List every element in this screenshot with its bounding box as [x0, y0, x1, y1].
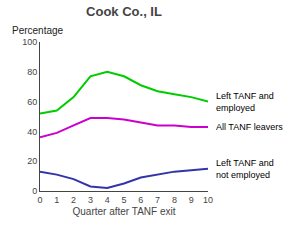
- svg-text:3: 3: [88, 195, 93, 205]
- svg-text:40: 40: [27, 127, 37, 137]
- svg-text:20: 20: [27, 156, 37, 166]
- svg-text:10: 10: [203, 195, 213, 205]
- svg-text:8: 8: [172, 195, 177, 205]
- svg-text:Percentage: Percentage: [12, 25, 64, 36]
- svg-text:7: 7: [155, 195, 160, 205]
- svg-text:0: 0: [32, 186, 37, 196]
- svg-text:Left TANF andemployed: Left TANF andemployed: [216, 91, 274, 113]
- svg-text:Quarter after TANF exit: Quarter after TANF exit: [73, 206, 176, 217]
- svg-text:4: 4: [105, 195, 110, 205]
- svg-text:6: 6: [138, 195, 143, 205]
- svg-text:5: 5: [121, 195, 126, 205]
- svg-text:0: 0: [37, 195, 42, 205]
- svg-text:2: 2: [71, 195, 76, 205]
- svg-text:1: 1: [54, 195, 59, 205]
- svg-text:All TANF leavers: All TANF leavers: [216, 122, 283, 132]
- svg-text:80: 80: [27, 67, 37, 77]
- svg-text:9: 9: [189, 195, 194, 205]
- svg-text:100: 100: [22, 37, 37, 47]
- svg-text:60: 60: [27, 97, 37, 107]
- svg-text:Cook Co., IL: Cook Co., IL: [86, 4, 162, 19]
- svg-text:Left TANF andnot employed: Left TANF andnot employed: [216, 158, 274, 180]
